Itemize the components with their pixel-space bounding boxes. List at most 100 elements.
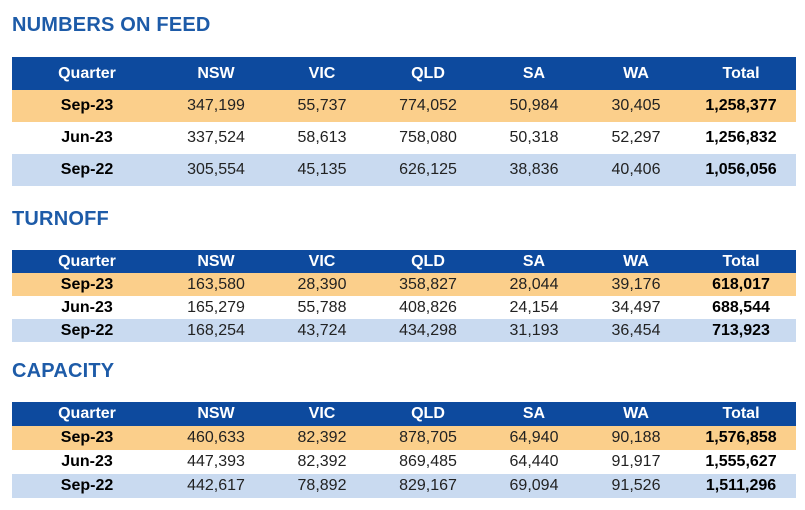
total-cell: 1,511,296: [686, 474, 796, 498]
column-header-quarter: Quarter: [12, 57, 162, 90]
qld-cell: 408,826: [374, 296, 482, 319]
column-header-wa: WA: [586, 402, 686, 426]
vic-cell: 45,135: [270, 154, 374, 186]
column-header-sa: SA: [482, 57, 586, 90]
total-cell: 1,256,832: [686, 122, 796, 154]
table-row: Jun-23 337,524 58,613 758,080 50,318 52,…: [12, 122, 796, 154]
table-row: Sep-22 305,554 45,135 626,125 38,836 40,…: [12, 154, 796, 186]
column-header-nsw: NSW: [162, 250, 270, 273]
wa-cell: 90,188: [586, 426, 686, 450]
column-header-wa: WA: [586, 57, 686, 90]
wa-cell: 30,405: [586, 90, 686, 122]
column-header-qld: QLD: [374, 57, 482, 90]
quarter-cell: Sep-23: [12, 426, 162, 450]
section-title-turnoff: TURNOFF: [12, 208, 109, 230]
table-row: Sep-22 442,617 78,892 829,167 69,094 91,…: [12, 474, 796, 498]
wa-cell: 52,297: [586, 122, 686, 154]
qld-cell: 829,167: [374, 474, 482, 498]
sa-cell: 50,984: [482, 90, 586, 122]
nsw-cell: 337,524: [162, 122, 270, 154]
quarter-cell: Jun-23: [12, 122, 162, 154]
column-header-nsw: NSW: [162, 57, 270, 90]
table-row: Sep-23 460,633 82,392 878,705 64,940 90,…: [12, 426, 796, 450]
total-cell: 1,056,056: [686, 154, 796, 186]
column-header-vic: VIC: [270, 402, 374, 426]
vic-cell: 28,390: [270, 273, 374, 296]
quarter-cell: Jun-23: [12, 296, 162, 319]
numbers-on-feed-table: Quarter NSW VIC QLD SA WA Total Sep-23 3…: [12, 57, 796, 186]
table-header-row: Quarter NSW VIC QLD SA WA Total: [12, 250, 796, 273]
vic-cell: 82,392: [270, 450, 374, 474]
vic-cell: 55,788: [270, 296, 374, 319]
nsw-cell: 168,254: [162, 319, 270, 342]
quarter-cell: Jun-23: [12, 450, 162, 474]
vic-cell: 58,613: [270, 122, 374, 154]
column-header-vic: VIC: [270, 250, 374, 273]
nsw-cell: 442,617: [162, 474, 270, 498]
wa-cell: 39,176: [586, 273, 686, 296]
nsw-cell: 305,554: [162, 154, 270, 186]
sa-cell: 64,940: [482, 426, 586, 450]
column-header-total: Total: [686, 402, 796, 426]
qld-cell: 358,827: [374, 273, 482, 296]
column-header-total: Total: [686, 57, 796, 90]
column-header-sa: SA: [482, 250, 586, 273]
column-header-qld: QLD: [374, 250, 482, 273]
qld-cell: 434,298: [374, 319, 482, 342]
sa-cell: 64,440: [482, 450, 586, 474]
table-header-row: Quarter NSW VIC QLD SA WA Total: [12, 57, 796, 90]
table-row: Sep-23 163,580 28,390 358,827 28,044 39,…: [12, 273, 796, 296]
quarter-cell: Sep-22: [12, 154, 162, 186]
nsw-cell: 460,633: [162, 426, 270, 450]
vic-cell: 43,724: [270, 319, 374, 342]
quarter-cell: Sep-22: [12, 319, 162, 342]
sa-cell: 31,193: [482, 319, 586, 342]
nsw-cell: 347,199: [162, 90, 270, 122]
column-header-wa: WA: [586, 250, 686, 273]
quarter-cell: Sep-23: [12, 90, 162, 122]
section-title-capacity: CAPACITY: [12, 360, 115, 382]
nsw-cell: 165,279: [162, 296, 270, 319]
nsw-cell: 447,393: [162, 450, 270, 474]
total-cell: 618,017: [686, 273, 796, 296]
table-row: Sep-23 347,199 55,737 774,052 50,984 30,…: [12, 90, 796, 122]
sa-cell: 28,044: [482, 273, 586, 296]
total-cell: 1,576,858: [686, 426, 796, 450]
total-cell: 1,555,627: [686, 450, 796, 474]
table-header-row: Quarter NSW VIC QLD SA WA Total: [12, 402, 796, 426]
total-cell: 688,544: [686, 296, 796, 319]
sa-cell: 50,318: [482, 122, 586, 154]
vic-cell: 82,392: [270, 426, 374, 450]
sa-cell: 24,154: [482, 296, 586, 319]
qld-cell: 878,705: [374, 426, 482, 450]
column-header-quarter: Quarter: [12, 250, 162, 273]
wa-cell: 91,917: [586, 450, 686, 474]
wa-cell: 34,497: [586, 296, 686, 319]
column-header-vic: VIC: [270, 57, 374, 90]
wa-cell: 36,454: [586, 319, 686, 342]
wa-cell: 40,406: [586, 154, 686, 186]
table-row: Jun-23 447,393 82,392 869,485 64,440 91,…: [12, 450, 796, 474]
qld-cell: 774,052: [374, 90, 482, 122]
sa-cell: 69,094: [482, 474, 586, 498]
column-header-total: Total: [686, 250, 796, 273]
table-row: Jun-23 165,279 55,788 408,826 24,154 34,…: [12, 296, 796, 319]
column-header-nsw: NSW: [162, 402, 270, 426]
capacity-table: Quarter NSW VIC QLD SA WA Total Sep-23 4…: [12, 402, 796, 498]
total-cell: 713,923: [686, 319, 796, 342]
qld-cell: 869,485: [374, 450, 482, 474]
section-title-numbers-on-feed: NUMBERS ON FEED: [12, 14, 211, 36]
wa-cell: 91,526: [586, 474, 686, 498]
total-cell: 1,258,377: [686, 90, 796, 122]
table-row: Sep-22 168,254 43,724 434,298 31,193 36,…: [12, 319, 796, 342]
turnoff-table: Quarter NSW VIC QLD SA WA Total Sep-23 1…: [12, 250, 796, 342]
quarter-cell: Sep-22: [12, 474, 162, 498]
column-header-qld: QLD: [374, 402, 482, 426]
sa-cell: 38,836: [482, 154, 586, 186]
column-header-sa: SA: [482, 402, 586, 426]
nsw-cell: 163,580: [162, 273, 270, 296]
vic-cell: 78,892: [270, 474, 374, 498]
qld-cell: 758,080: [374, 122, 482, 154]
quarter-cell: Sep-23: [12, 273, 162, 296]
qld-cell: 626,125: [374, 154, 482, 186]
